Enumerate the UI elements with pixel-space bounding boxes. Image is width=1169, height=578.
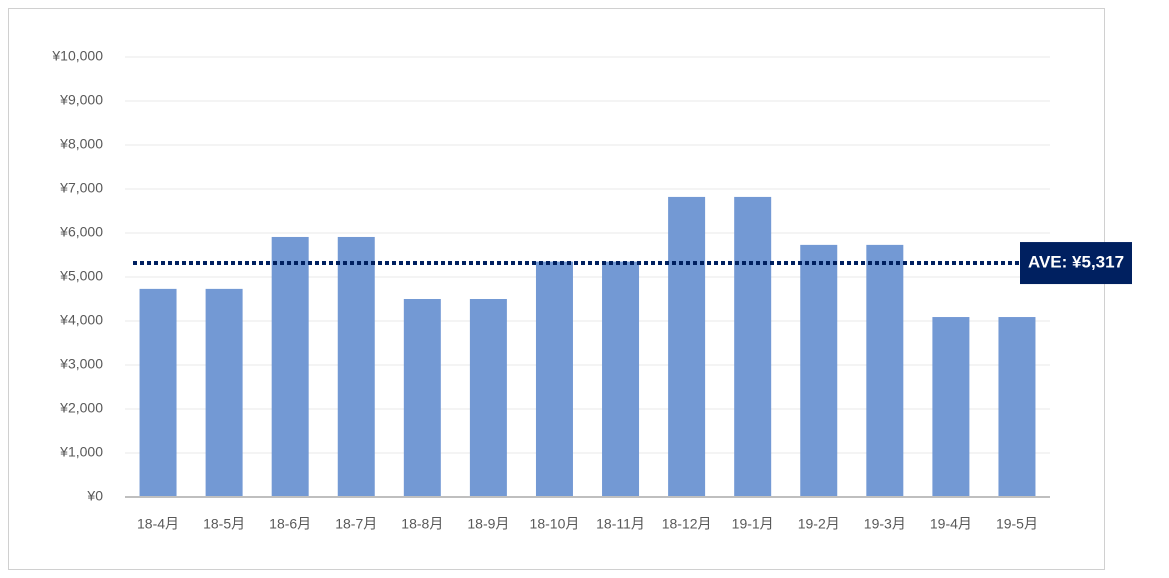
x-tick-label: 19-2月 [798,516,840,532]
x-tick-label: 19-5月 [996,516,1038,532]
x-tick-label: 18-5月 [203,516,245,532]
bar [800,244,838,497]
x-tick-label: 19-1月 [732,516,774,532]
bar [139,288,177,497]
bar [535,261,573,497]
y-tick-label: ¥7,000 [59,180,103,196]
bar [337,236,375,497]
bar [866,244,904,497]
y-tick-label: ¥2,000 [59,400,103,416]
bar [469,299,507,497]
x-tick-label: 18-12月 [662,516,712,532]
bar [602,261,640,497]
y-tick-label: ¥1,000 [59,444,103,460]
y-tick-label: ¥6,000 [59,224,103,240]
bar [998,317,1036,497]
bar [271,236,309,497]
y-tick-label: ¥9,000 [59,92,103,108]
average-label: AVE: ¥5,317 [1028,253,1124,272]
x-tick-label: 18-8月 [401,516,443,532]
x-tick-label: 18-11月 [596,516,645,532]
bar [932,317,970,497]
y-tick-label: ¥8,000 [59,136,103,152]
x-tick-label: 19-3月 [864,516,906,532]
x-tick-label: 18-10月 [530,516,580,532]
y-tick-label: ¥10,000 [51,48,103,64]
y-tick-label: ¥3,000 [59,356,103,372]
x-tick-label: 18-9月 [467,516,509,532]
bar [734,196,772,498]
x-tick-label: 18-4月 [137,516,179,532]
x-tick-label: 18-6月 [269,516,311,532]
bar [403,299,441,497]
y-tick-label: ¥5,000 [59,268,103,284]
x-tick-label: 18-7月 [335,516,377,532]
average-label-box [1020,242,1132,285]
y-tick-label: ¥0 [86,488,103,504]
y-tick-label: ¥4,000 [59,312,103,328]
x-tick-label: 19-4月 [930,516,972,532]
bar [205,288,243,497]
bar [668,196,706,498]
